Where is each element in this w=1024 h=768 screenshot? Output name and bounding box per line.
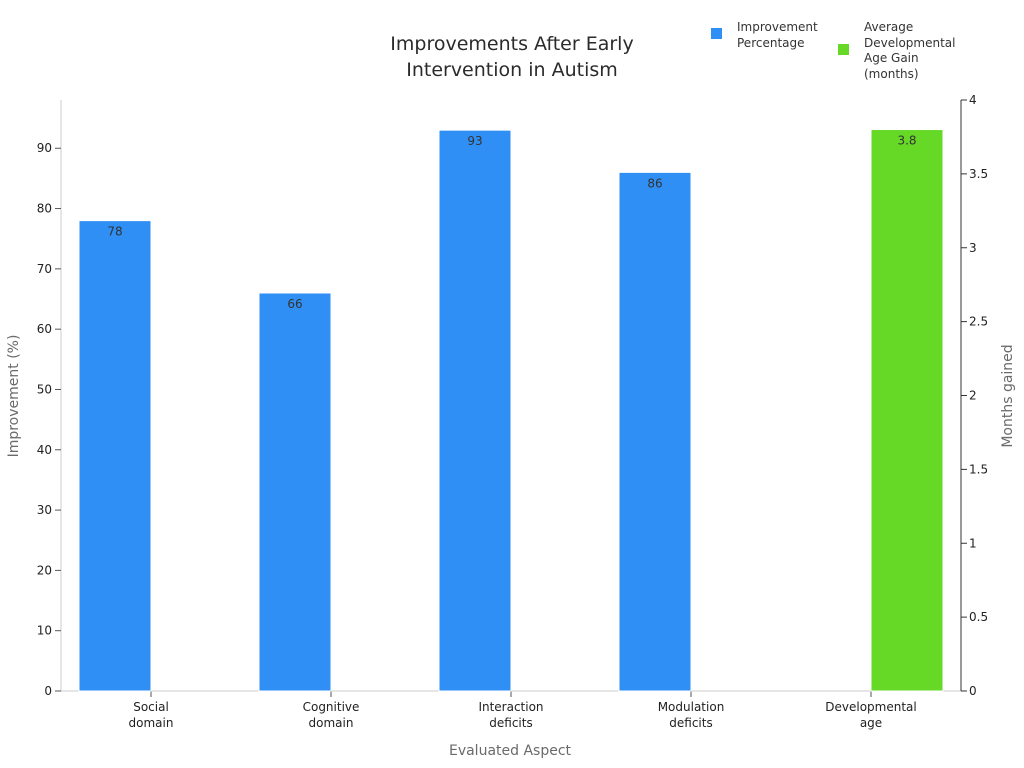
- x-tick-label: domain: [309, 716, 354, 730]
- legend-label-developmental-age-line-2: Developmental: [864, 36, 955, 50]
- y2-tick-label: 3: [969, 241, 977, 255]
- x-axis-title: Evaluated Aspect: [449, 743, 572, 759]
- x-tick-label: deficits: [489, 716, 532, 730]
- chart-title-line-2: Intervention in Autism: [406, 59, 618, 81]
- legend: Improvement Percentage Average Developme…: [711, 20, 955, 81]
- y-tick-label: 90: [37, 141, 52, 155]
- bar-value-label: 86: [647, 176, 662, 190]
- y2-tick-label: 3.5: [969, 167, 988, 181]
- legend-label-improvement-line-1: Improvement: [737, 20, 818, 34]
- bar-value-label: 3.8: [897, 134, 916, 148]
- x-tick-label: Developmental: [825, 700, 916, 714]
- y-axis-title: Improvement (%): [6, 335, 22, 458]
- y-tick-label: 0: [44, 684, 52, 698]
- bar: [438, 129, 512, 692]
- bar: [870, 129, 944, 692]
- chart-title-line-1: Improvements After Early: [390, 33, 633, 55]
- legend-swatch-developmental-age: [838, 44, 849, 55]
- x-tick-label: deficits: [669, 716, 712, 730]
- y-tick-label: 10: [37, 624, 52, 638]
- x-tick-label: Modulation: [658, 700, 725, 714]
- legend-label-developmental-age-line-1: Average: [864, 20, 913, 34]
- x-tick-label: domain: [129, 716, 174, 730]
- legend-swatch-improvement: [711, 28, 722, 39]
- chart-title: Improvements After Early Intervention in…: [390, 33, 633, 81]
- bar-value-label: 93: [467, 134, 482, 148]
- legend-item-improvement[interactable]: Improvement Percentage: [711, 20, 818, 50]
- y2-tick-label: 1.5: [969, 462, 988, 476]
- y-tick-label: 20: [37, 563, 52, 577]
- x-tick-label: age: [860, 716, 882, 730]
- x-tick-label: Interaction: [478, 700, 543, 714]
- legend-label-improvement-line-2: Percentage: [737, 36, 805, 50]
- y2-tick-label: 4: [969, 93, 977, 107]
- legend-label-developmental-age-line-3: Age Gain: [864, 51, 919, 65]
- bar: [258, 292, 332, 692]
- y2-tick-label: 2.5: [969, 315, 988, 329]
- y-tick-label: 40: [37, 443, 52, 457]
- bar-value-label: 66: [287, 297, 302, 311]
- y2-tick-label: 0: [969, 684, 977, 698]
- plot-area: 0 10 20 30 40 50 60 70 80 90 0 0.5 1 1.5 2 2.5 3 3.5 4 Soci…: [37, 93, 988, 730]
- bar: [78, 220, 152, 692]
- x-tick-label: Social: [133, 700, 169, 714]
- y-tick-label: 70: [37, 262, 52, 276]
- legend-item-developmental-age[interactable]: Average Developmental Age Gain (months): [838, 20, 955, 81]
- y2-tick-label: 2: [969, 389, 977, 403]
- y2-axis-title: Months gained: [1000, 344, 1016, 447]
- y-tick-label: 30: [37, 503, 52, 517]
- y-tick-label: 50: [37, 382, 52, 396]
- legend-label-developmental-age-line-4: (months): [864, 67, 919, 81]
- y-tick-label: 60: [37, 322, 52, 336]
- y2-tick-label: 1: [969, 536, 977, 550]
- y2-tick-label: 0.5: [969, 610, 988, 624]
- bar: [618, 171, 692, 692]
- bar-value-label: 78: [107, 225, 122, 239]
- y-tick-label: 80: [37, 202, 52, 216]
- x-tick-label: Cognitive: [303, 700, 360, 714]
